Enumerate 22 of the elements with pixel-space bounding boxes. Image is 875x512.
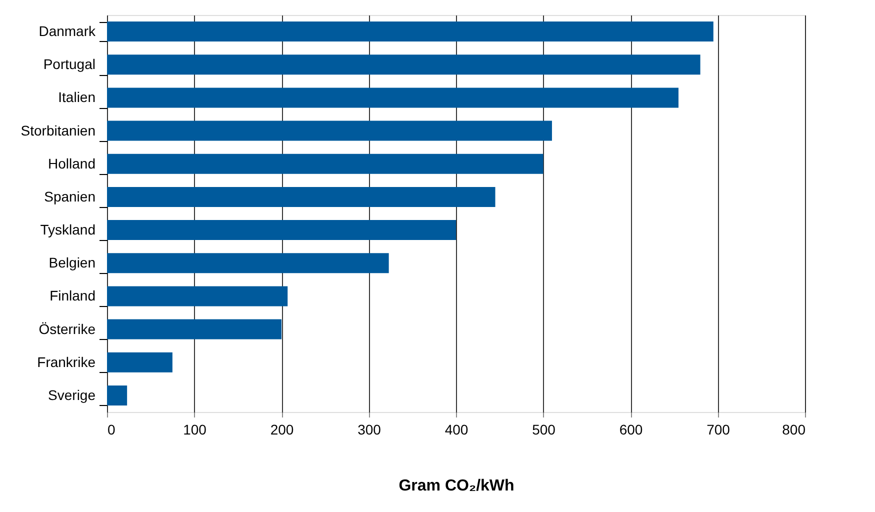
x-tick-label: 300 — [358, 422, 382, 438]
y-tick-label: Frankrike — [37, 354, 96, 370]
x-tick-label: 700 — [706, 422, 730, 438]
y-tick-label: Spanien — [44, 188, 96, 204]
y-tick-label: Tyskland — [40, 222, 96, 238]
y-tick-label: Danmark — [38, 23, 96, 40]
y-tick-label: Österrike — [38, 320, 96, 337]
y-tick-label: Holland — [48, 155, 96, 172]
y-tick-label: Portugal — [43, 56, 96, 72]
x-tick-label: 200 — [270, 422, 294, 438]
x-tick-label: 0 — [108, 422, 116, 438]
y-tick-label: Storbitanien — [20, 122, 96, 138]
x-tick-label: 800 — [782, 422, 806, 438]
x-tick-label: 500 — [532, 422, 556, 438]
y-tick-label: Sverige — [48, 386, 96, 403]
x-tick-label: 100 — [183, 422, 207, 438]
x-tick-label: 400 — [444, 422, 468, 438]
x-axis-title: Gram CO₂/kWh — [398, 478, 514, 494]
y-tick-label: Belgien — [48, 254, 96, 271]
y-tick-label: Finland — [50, 288, 96, 304]
x-tick-label: 600 — [619, 422, 643, 438]
y-tick-label: Italien — [58, 89, 96, 106]
